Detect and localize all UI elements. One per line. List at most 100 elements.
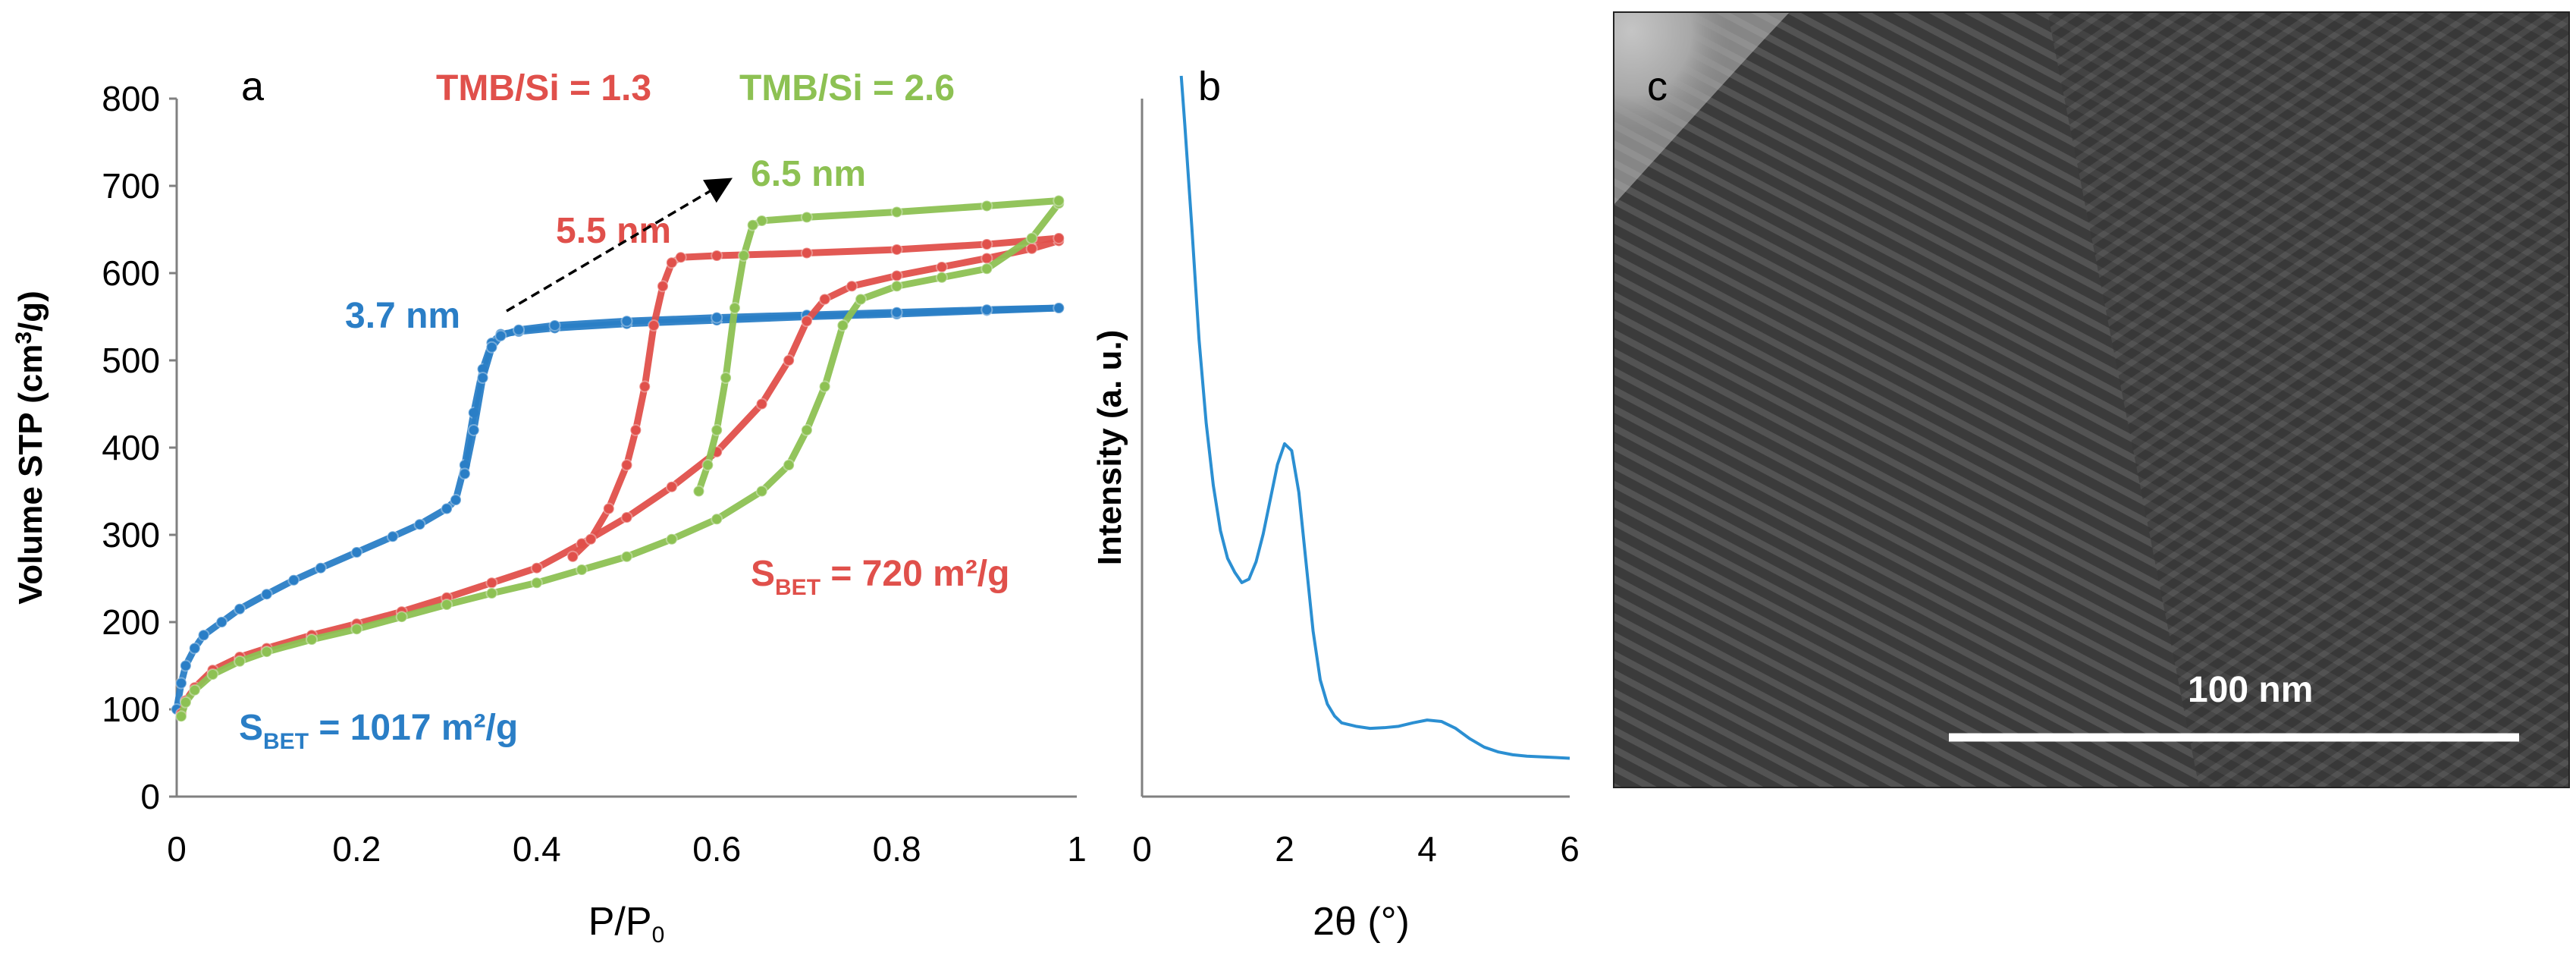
pore-size-red: 5.5 nm [556,211,671,251]
isotherm-point [665,256,678,269]
isotherm-point [485,341,498,354]
isotherm-point [755,485,768,498]
isotherm-point [665,533,678,545]
panel-b-x-title: 2θ (°) [1313,900,1410,944]
isotherm-point [287,574,300,586]
isotherm-point [234,602,246,615]
isotherm-adsorption-line [173,304,1062,713]
isotherm-point [188,642,201,655]
panel-b-x-ticks: 0 2 4 6 [1132,829,1580,869]
isotherm-point [476,372,489,384]
panel-b-x-tick-label: 0 [1132,829,1152,869]
isotherm-desorption-line [569,234,1062,561]
panel-b-saxs: 0 2 4 6 b Intensity (a. u.) 2θ (°) [1091,64,1580,944]
isotherm-point [1053,194,1065,207]
legend-tmb-2-6: TMB/Si = 2.6 [739,68,955,108]
isotherm-point [260,646,273,659]
isotherm-point [441,599,453,611]
isotherm-point [890,243,903,256]
panel-a-x-ticks: 0 0.2 0.4 0.6 0.8 1 [167,829,1087,869]
isotherm-point [728,302,741,314]
panel-a-x-tick-label: 0 [167,829,187,869]
panel-a-x-tick-label: 0.8 [873,829,921,869]
isotherm-point [179,659,192,672]
isotherm-point [620,315,633,328]
isotherm-point [981,252,993,265]
isotherm-point [602,502,615,515]
isotherm-point [1053,232,1065,244]
isotherm-point [711,424,723,436]
isotherm-point [576,564,588,576]
isotherm-point [855,293,868,306]
isotherm-point [711,513,723,526]
isotherm-point [485,577,498,589]
isotherm-point [449,494,462,506]
isotherm-point [890,306,903,319]
panel-a-y-tick-label: 200 [102,602,160,642]
isotherm-point [981,262,993,275]
panel-a-series [171,194,1065,723]
isotherm-point [585,533,598,545]
isotherm-point [188,684,201,696]
isotherm-point [981,238,993,251]
panel-a-y-tick-label: 600 [102,253,160,293]
isotherm-point [215,616,228,628]
isotherm-point [981,200,993,212]
tem-micrograph [1614,12,2569,787]
isotherm-point [935,260,948,273]
isotherm-point [1025,242,1038,255]
tem-scale-bar-label: 100 nm [2188,670,2313,710]
isotherm-point [513,323,526,336]
panel-a-y-tick-label: 700 [102,166,160,206]
isotherm-point [890,206,903,218]
isotherm-point [197,629,210,642]
isotherm-point [1025,232,1038,244]
isotherm-point [656,280,669,293]
panel-a-y-tick-label: 300 [102,515,160,555]
sbet-blue: SBET = 1017 m²/g [239,708,518,754]
isotherm-point [260,588,273,601]
isotherm-point [620,459,633,471]
isotherm-point [620,511,633,523]
panel-b-label: b [1198,64,1221,109]
isotherm-point [530,561,543,574]
isotherm-point [783,354,795,366]
isotherm-point [935,271,948,284]
isotherm-point [737,250,750,262]
isotherm-point [395,611,408,624]
isotherm-point [800,315,813,328]
isotherm-point [818,293,831,306]
isotherm-point [413,518,426,531]
panel-a-y-title: Volume STP (cm3/g) [11,291,49,605]
isotherm-point [711,311,723,324]
isotherm-point [179,696,192,709]
isotherm-point [441,502,453,515]
panel-a-label: a [241,64,265,109]
panel-a-x-title: P/P0 [588,900,665,948]
isotherm-point [755,398,768,410]
isotherm-point [674,251,687,264]
isotherm-point [350,623,363,636]
panel-a-x-tick-label: 1 [1067,829,1087,869]
isotherm-point [746,218,759,231]
isotherm-point [783,459,795,471]
panel-a-y-tick-label: 100 [102,690,160,729]
isotherm-point [890,280,903,293]
legend-tmb-1-3: TMB/Si = 1.3 [436,68,651,108]
panel-a-x-tick-label: 0.4 [513,829,561,869]
isotherm-point [818,380,831,393]
isotherm-point [485,587,498,600]
isotherm-point [711,250,723,262]
isotherm-point [629,424,642,436]
panel-b-y-title: Intensity (a. u.) [1091,330,1128,565]
panel-a-y-tick-label: 400 [102,428,160,467]
isotherm-point [701,459,714,471]
isotherm-point [981,303,993,316]
isotherm-point [350,546,363,558]
panel-a-x-tick-label: 0.2 [332,829,381,869]
isotherm-point [846,280,858,293]
pore-size-green: 6.5 nm [751,154,866,194]
isotherm-point [648,319,660,332]
panel-a-y-tick-label: 500 [102,341,160,380]
